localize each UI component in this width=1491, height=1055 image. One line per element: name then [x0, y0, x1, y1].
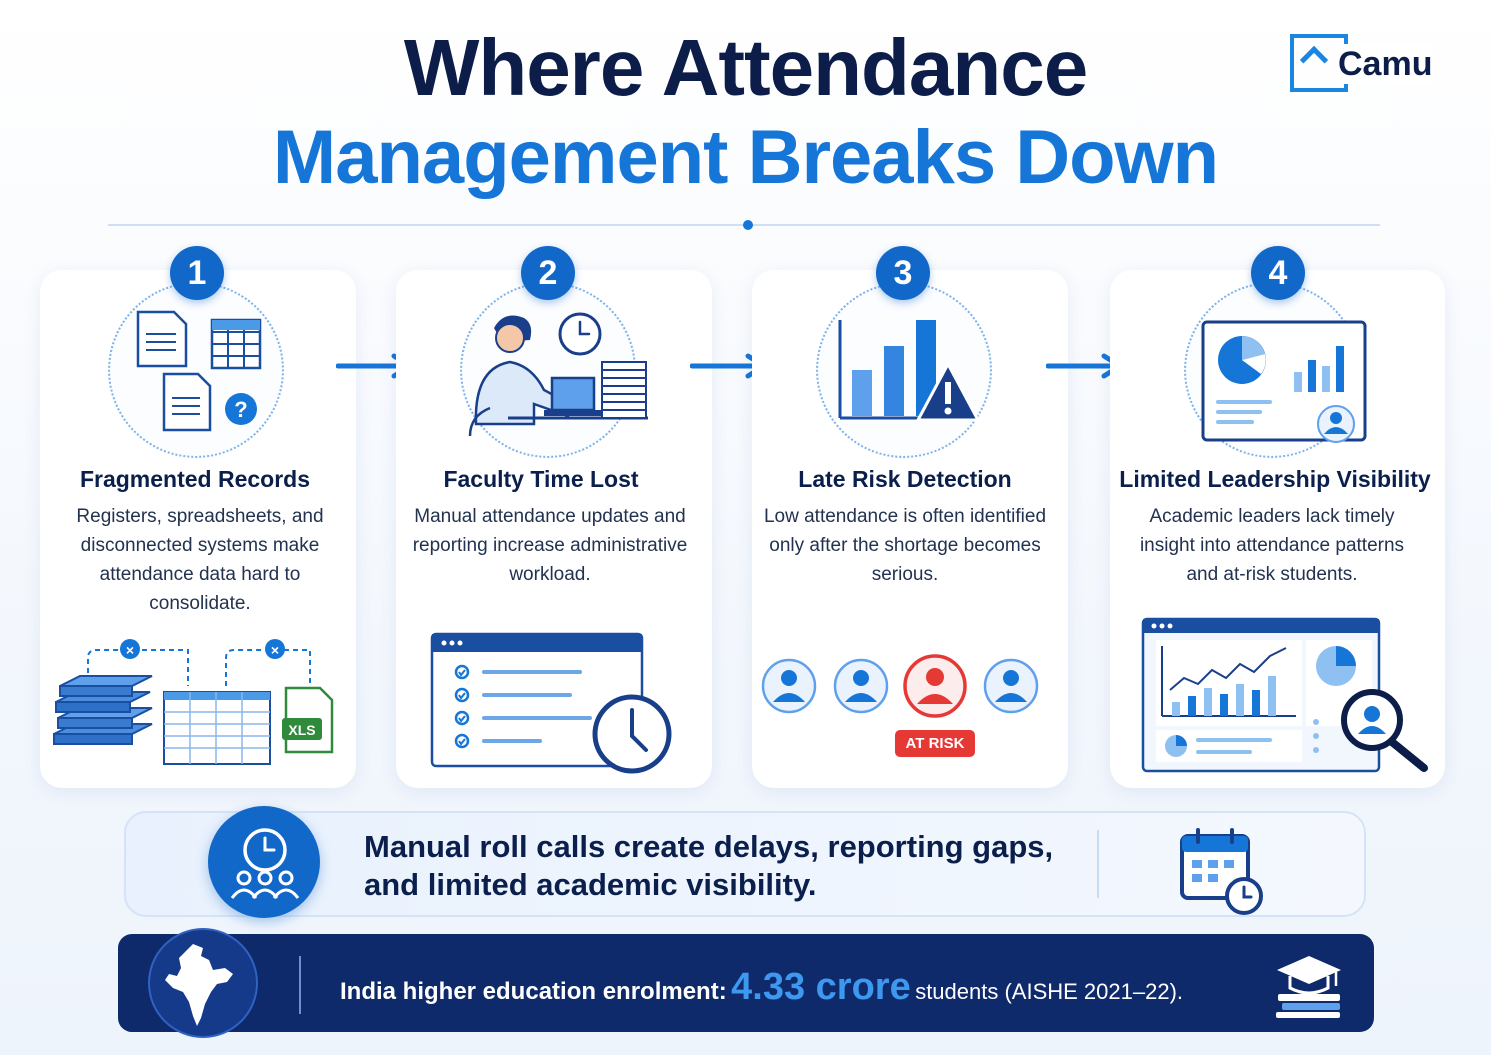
- card-description-3: Low attendance is often identified only …: [763, 506, 1047, 585]
- faculty-laptop-clock-icon: [468, 312, 648, 437]
- documents-spreadsheet-question-icon: ?: [136, 310, 262, 432]
- card-title-3: Late Risk Detection: [798, 466, 1012, 492]
- page-title: Where Attendance Management Breaks Down: [0, 22, 1491, 202]
- enrolment-suffix: students (AISHE 2021–22).: [915, 979, 1184, 1004]
- card-title-4: Limited Leadership Visibility: [1119, 466, 1431, 492]
- at-risk-badge: AT RISK: [895, 730, 975, 757]
- dashboard-pie-chart-icon: [1201, 320, 1367, 443]
- enrolment-label: India higher education enrolment:: [340, 978, 727, 1005]
- step-badge-4: 4: [1251, 246, 1305, 300]
- card-description-4: Academic leaders lack timely insight int…: [1139, 506, 1405, 585]
- clock-people-icon-circle: [208, 806, 320, 918]
- enrolment-statistic: India higher education enrolment: 4.33 c…: [340, 962, 1183, 1020]
- step-badge-3: 3: [876, 246, 930, 300]
- card-description-1: Registers, spreadsheets, and disconnecte…: [76, 506, 324, 614]
- camu-logo: Camu: [1290, 34, 1440, 94]
- logo-text: Camu: [1336, 44, 1433, 84]
- title-line-1: Where Attendance: [403, 23, 1088, 112]
- footer-separator: [299, 956, 301, 1014]
- card-title-2: Faculty Time Lost: [443, 466, 639, 492]
- calendar-clock-icon: [1180, 828, 1263, 915]
- enrolment-footer: [118, 934, 1374, 1032]
- clock-people-icon: [230, 828, 300, 899]
- summary-banner: [124, 811, 1366, 917]
- student-avatars-icon: [761, 654, 1039, 718]
- card-description-2: Manual attendance updates and reporting …: [412, 506, 688, 585]
- india-map-icon: [165, 944, 233, 1026]
- svg-text:?: ?: [234, 397, 247, 422]
- analytics-dashboard-magnifier-icon: [1141, 617, 1428, 773]
- card-title-1: Fragmented Records: [79, 466, 311, 492]
- step-badge-1: 1: [170, 246, 224, 300]
- enrolment-value: 4.33 crore: [731, 966, 911, 1008]
- banner-line-1: Manual roll calls create delays, reporti…: [364, 829, 1054, 864]
- graduation-cap-books-icon: [1276, 956, 1341, 1018]
- xls-file-label: XLS: [288, 722, 316, 738]
- bar-chart-warning-icon: [838, 320, 980, 422]
- svg-text:×: ×: [271, 642, 279, 658]
- banner-line-2: and limited academic visibility.: [364, 867, 817, 902]
- banner-separator: [1097, 830, 1099, 898]
- svg-text:×: ×: [126, 642, 134, 658]
- divider-dot: [743, 220, 753, 230]
- banner-message: Manual roll calls create delays, reporti…: [364, 828, 1053, 904]
- title-line-2: Management Breaks Down: [272, 115, 1219, 200]
- checklist-clock-icon: [430, 632, 672, 774]
- step-badge-2: 2: [521, 246, 575, 300]
- books-to-spreadsheet-icon: × ×: [53, 639, 334, 765]
